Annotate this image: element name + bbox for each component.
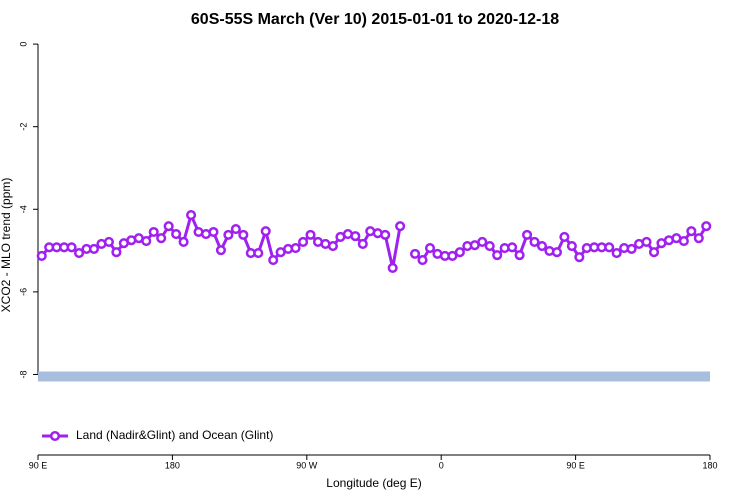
data-point	[559, 231, 570, 242]
data-point	[148, 226, 159, 238]
data-point	[477, 236, 488, 247]
data-point	[566, 240, 577, 252]
data-point	[260, 226, 271, 237]
data-point	[574, 252, 585, 263]
y-tick-label: -2	[18, 123, 28, 131]
data-point	[701, 221, 712, 232]
x-tick-label: 180	[702, 460, 717, 470]
data-point	[163, 221, 174, 232]
x-tick-label: 0	[439, 460, 444, 470]
data-point	[529, 236, 540, 247]
data-point	[522, 229, 533, 240]
data-point	[74, 248, 85, 259]
data-point	[492, 250, 503, 261]
data-point	[305, 229, 316, 240]
data-point	[186, 210, 197, 221]
data-point	[298, 236, 309, 247]
data-point	[693, 233, 704, 244]
data-point	[178, 236, 189, 247]
legend-marker	[49, 430, 61, 442]
data-point	[678, 236, 689, 247]
x-tick-label: 90 E	[566, 460, 585, 470]
y-axis-label: XCO2 - MLO trend (ppm)	[0, 178, 13, 313]
data-point	[551, 247, 562, 258]
data-point	[290, 243, 301, 254]
data-point	[350, 231, 361, 242]
data-point	[648, 247, 660, 258]
data-point	[238, 229, 249, 240]
data-point	[387, 262, 398, 273]
data-point	[223, 229, 234, 240]
data-point	[357, 238, 368, 250]
data-point	[604, 242, 615, 253]
data-point	[327, 240, 338, 252]
data-point	[424, 243, 436, 254]
x-axis-label: Longitude (deg E)	[326, 476, 421, 490]
data-point	[395, 221, 406, 232]
data-point	[380, 229, 391, 240]
data-point	[268, 255, 279, 266]
data-point	[253, 248, 264, 259]
data-point	[536, 240, 548, 252]
y-tick-label: -4	[18, 205, 28, 213]
x-tick-label: 90 W	[296, 460, 318, 470]
y-tick-label: -8	[18, 370, 28, 378]
data-point	[484, 240, 495, 252]
data-point	[447, 250, 458, 261]
data-point	[514, 250, 525, 261]
chart-title: 60S-55S March (Ver 10) 2015-01-01 to 202…	[191, 11, 559, 28]
data-point	[230, 224, 241, 235]
data-point	[88, 243, 100, 254]
x-tick-label: 180	[165, 460, 180, 470]
y-tick-label: 0	[18, 42, 28, 47]
data-point	[66, 242, 77, 253]
data-point	[208, 226, 219, 238]
data-point	[141, 236, 152, 247]
data-point	[215, 245, 226, 256]
data-point	[36, 250, 47, 261]
data-point	[611, 248, 622, 259]
data-point	[507, 242, 518, 253]
data-point	[686, 226, 697, 237]
data-point	[410, 248, 421, 259]
data-point	[103, 236, 114, 247]
y-tick-label: -6	[18, 288, 28, 296]
data-point	[454, 247, 465, 258]
x-tick-label: 90 E	[29, 460, 48, 470]
data-point	[171, 229, 182, 240]
data-point	[626, 243, 637, 254]
data-point	[417, 255, 428, 266]
data-point	[156, 233, 167, 244]
legend-label: Land (Nadir&Glint) and Ocean (Glint)	[76, 428, 273, 442]
data-point	[111, 247, 122, 258]
data-point	[641, 236, 652, 247]
